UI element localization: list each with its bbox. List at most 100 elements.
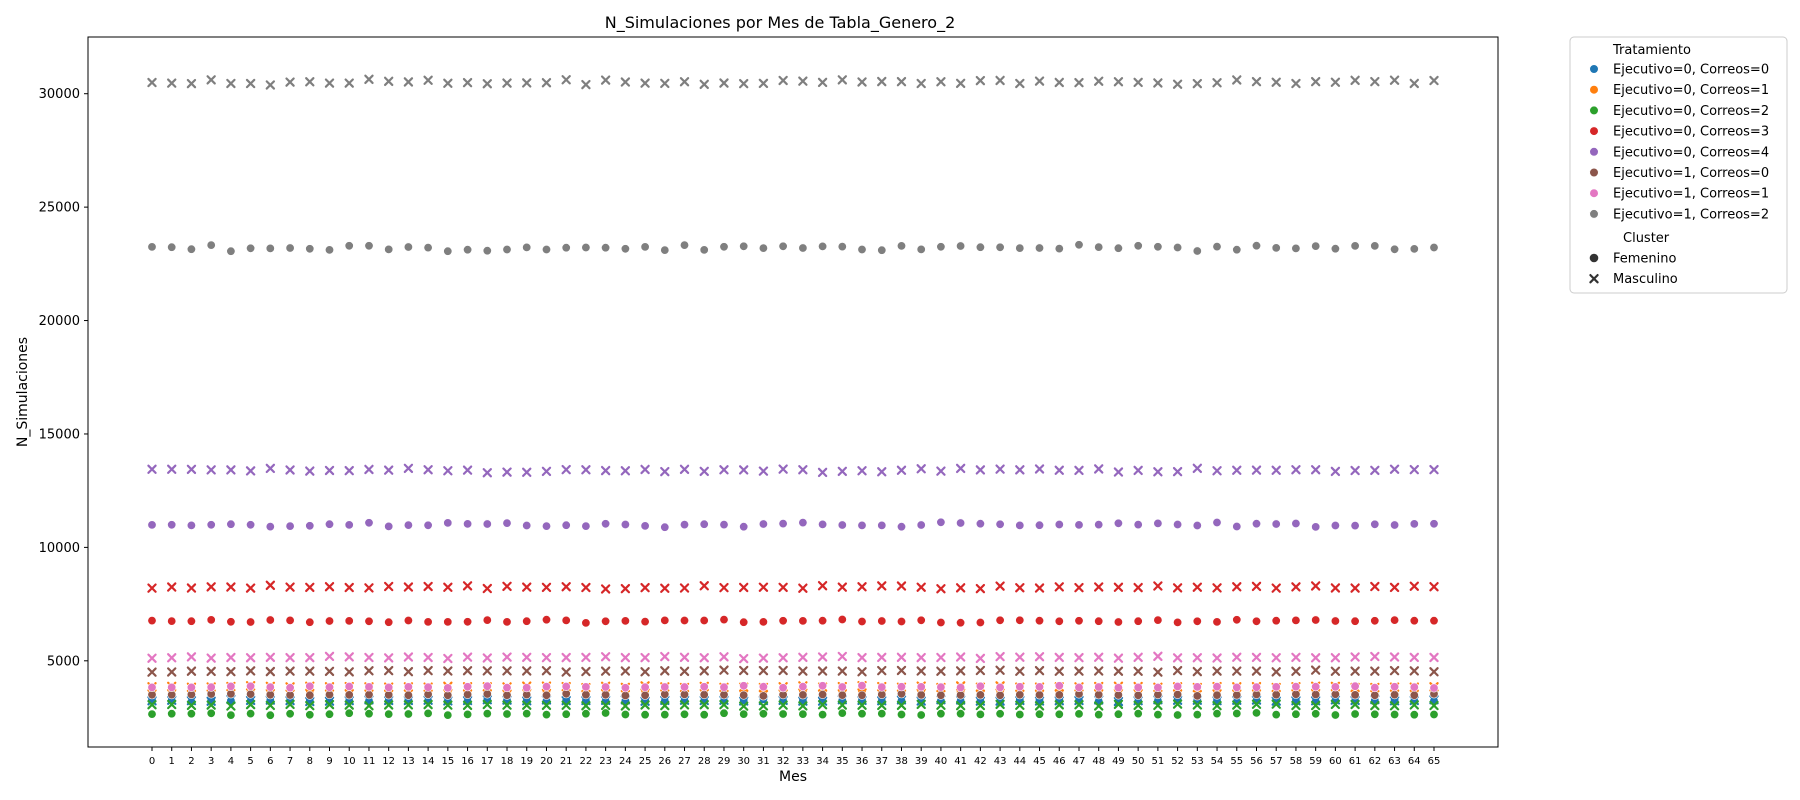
point-masculino bbox=[1172, 665, 1183, 676]
point-femenino bbox=[1054, 690, 1064, 700]
point-masculino bbox=[995, 464, 1005, 474]
point-masculino bbox=[600, 652, 611, 662]
point-masculino bbox=[541, 466, 552, 477]
point-femenino bbox=[739, 241, 749, 251]
point-masculino bbox=[364, 701, 374, 711]
point-femenino bbox=[936, 709, 946, 719]
point-masculino bbox=[1389, 665, 1400, 676]
point-femenino bbox=[1370, 683, 1380, 693]
point-masculino bbox=[245, 666, 256, 676]
point-masculino bbox=[305, 652, 315, 663]
x-tick-label: 41 bbox=[954, 756, 967, 767]
point-femenino bbox=[384, 690, 394, 700]
point-masculino bbox=[1370, 465, 1380, 476]
point-masculino bbox=[1015, 666, 1025, 676]
point-femenino bbox=[1429, 519, 1439, 529]
point-femenino bbox=[1390, 615, 1400, 625]
point-femenino bbox=[1054, 709, 1064, 719]
point-femenino bbox=[305, 521, 315, 531]
point-masculino bbox=[226, 701, 236, 711]
point-masculino bbox=[1212, 666, 1222, 676]
point-masculino bbox=[285, 666, 295, 676]
point-femenino bbox=[896, 241, 906, 251]
point-masculino bbox=[226, 652, 236, 663]
point-femenino bbox=[1291, 682, 1301, 692]
point-masculino bbox=[738, 465, 749, 475]
point-masculino bbox=[699, 581, 709, 591]
point-masculino bbox=[364, 464, 374, 475]
point-femenino bbox=[1074, 520, 1084, 530]
point-masculino bbox=[758, 665, 769, 676]
point-masculino bbox=[1251, 465, 1262, 475]
legend-label: Ejecutivo=0, Correos=0 bbox=[1613, 63, 1769, 78]
point-femenino bbox=[443, 710, 453, 720]
point-femenino bbox=[798, 690, 808, 700]
point-masculino bbox=[896, 652, 907, 663]
x-tick-label: 29 bbox=[718, 756, 731, 767]
point-femenino bbox=[1429, 683, 1439, 693]
point-femenino bbox=[1291, 243, 1301, 253]
point-femenino bbox=[1350, 709, 1360, 719]
point-masculino bbox=[581, 465, 591, 475]
point-masculino bbox=[482, 79, 492, 89]
point-femenino bbox=[1291, 709, 1301, 719]
point-masculino bbox=[502, 581, 512, 592]
point-femenino bbox=[522, 616, 532, 626]
point-masculino bbox=[462, 700, 473, 711]
point-masculino bbox=[285, 465, 295, 475]
point-femenino bbox=[246, 243, 256, 253]
point-femenino bbox=[975, 617, 985, 627]
series-7 bbox=[147, 651, 1439, 693]
point-femenino bbox=[364, 709, 374, 719]
point-femenino bbox=[285, 683, 295, 693]
point-masculino bbox=[719, 465, 729, 475]
x-axis-ticks: 0 1 2 3 4 5 6 7 8 9 10 11 12 13 14 15 16 17 18 19 20 21 22 23 24… bbox=[149, 747, 1440, 767]
point-masculino bbox=[522, 666, 532, 676]
point-masculino bbox=[738, 78, 749, 89]
point-masculino bbox=[1094, 582, 1104, 592]
point-femenino bbox=[995, 242, 1005, 252]
point-masculino bbox=[916, 652, 926, 663]
point-masculino bbox=[1034, 701, 1045, 711]
point-femenino bbox=[1133, 241, 1143, 251]
point-femenino bbox=[581, 709, 591, 719]
point-femenino bbox=[502, 683, 512, 693]
point-femenino bbox=[206, 520, 216, 530]
point-femenino bbox=[719, 615, 729, 625]
point-femenino bbox=[324, 709, 334, 719]
point-femenino bbox=[1390, 709, 1400, 719]
point-femenino bbox=[837, 682, 847, 692]
point-femenino bbox=[719, 690, 729, 700]
point-femenino bbox=[1133, 709, 1143, 719]
point-femenino bbox=[739, 617, 749, 627]
point-femenino bbox=[384, 521, 394, 531]
point-femenino bbox=[226, 689, 236, 699]
point-femenino bbox=[679, 240, 689, 250]
point-femenino bbox=[186, 709, 196, 719]
point-masculino bbox=[1212, 78, 1222, 88]
point-femenino bbox=[463, 245, 473, 255]
point-femenino bbox=[778, 683, 788, 693]
point-masculino bbox=[383, 76, 394, 87]
point-femenino bbox=[1212, 709, 1222, 719]
point-femenino bbox=[778, 709, 788, 719]
point-femenino bbox=[1429, 243, 1439, 253]
x-tick-label: 16 bbox=[461, 756, 474, 767]
point-masculino bbox=[1429, 464, 1439, 475]
point-femenino bbox=[1252, 241, 1262, 251]
point-femenino bbox=[1409, 244, 1419, 254]
point-masculino bbox=[778, 700, 788, 710]
point-masculino bbox=[1113, 666, 1124, 676]
point-masculino bbox=[541, 582, 552, 593]
point-femenino bbox=[1311, 689, 1321, 699]
point-femenino bbox=[1370, 690, 1380, 700]
point-masculino bbox=[1212, 653, 1222, 663]
point-masculino bbox=[541, 666, 552, 676]
point-masculino bbox=[936, 584, 946, 594]
point-masculino bbox=[1232, 700, 1242, 710]
point-femenino bbox=[1252, 682, 1262, 692]
point-masculino bbox=[1153, 651, 1163, 662]
point-femenino bbox=[837, 242, 847, 252]
point-femenino bbox=[285, 243, 295, 253]
point-masculino bbox=[1153, 78, 1163, 88]
